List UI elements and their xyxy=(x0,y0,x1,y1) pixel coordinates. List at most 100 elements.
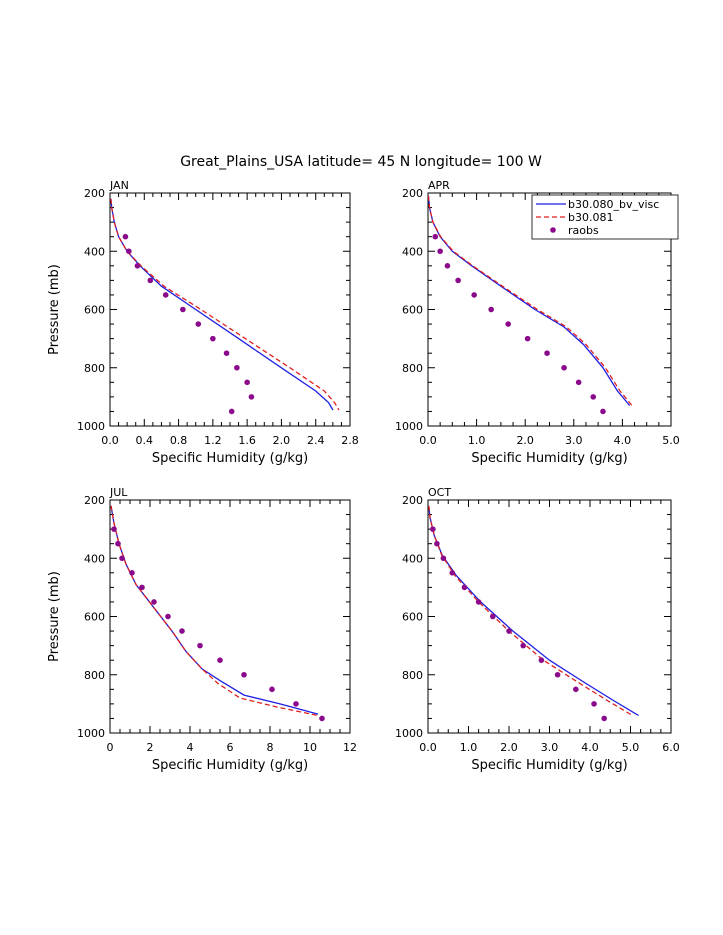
raobs-point xyxy=(111,526,117,532)
series-line-b30-080-bv-visc xyxy=(110,505,319,715)
raobs-point xyxy=(228,408,235,415)
raobs-point xyxy=(520,642,526,649)
raobs-point xyxy=(506,628,512,634)
x-tick-label: 10 xyxy=(303,741,317,754)
raobs-point xyxy=(449,570,456,576)
y-axis-label: Pressure (mb) xyxy=(47,571,62,662)
raobs-point xyxy=(544,350,550,356)
raobs-point xyxy=(471,292,477,298)
y-tick-label: 200 xyxy=(402,187,423,200)
y-tick-label: 1000 xyxy=(77,727,105,740)
series-line-b30-081 xyxy=(428,505,633,717)
y-tick-label: 400 xyxy=(402,552,423,565)
x-tick-label: 6.0 xyxy=(662,741,680,754)
raobs-point xyxy=(119,555,125,562)
x-tick-label: 2.4 xyxy=(307,434,325,447)
x-tick-label: 2.8 xyxy=(341,434,359,447)
raobs-point xyxy=(151,599,157,605)
raobs-point xyxy=(505,321,511,327)
panel-label: JUL xyxy=(109,486,128,499)
x-tick-label: 0.0 xyxy=(419,741,437,754)
raobs-point xyxy=(538,657,545,663)
plot-frame xyxy=(109,192,351,427)
raobs-point xyxy=(434,540,440,547)
y-tick-label: 800 xyxy=(402,669,423,682)
panel-apr: APR 0.0 1.0 2.0 3.0 4.0 5.0 200 400 600 800 1000 Spe… xyxy=(395,179,680,466)
raobs-point xyxy=(475,599,482,605)
y-axis-label: Pressure (mb) xyxy=(47,264,62,355)
raobs-point xyxy=(180,306,186,313)
x-tick-label: 2.0 xyxy=(273,434,291,447)
raobs-point xyxy=(210,335,216,342)
x-axis-label: Specific Humidity (g/kg) xyxy=(152,758,308,773)
plot-frame xyxy=(427,499,672,734)
raobs-point xyxy=(488,306,494,313)
y-tick-label: 600 xyxy=(402,611,423,624)
panel-oct: OCT 0.0 1.0 2.0 3.0 4.0 5.0 6.0 200 400 600 800 1000… xyxy=(395,486,680,773)
raobs-point xyxy=(134,263,141,269)
x-tick-label: 0.0 xyxy=(101,434,119,447)
x-tick-label: 1.6 xyxy=(238,434,256,447)
raobs-point xyxy=(234,364,240,371)
x-tick-label: 1.0 xyxy=(468,434,486,447)
raobs-point xyxy=(269,686,275,693)
x-tick-label: 5.0 xyxy=(622,741,640,754)
y-tick-label: 400 xyxy=(402,245,423,258)
legend-marker-raobs xyxy=(550,227,556,233)
x-tick-label: 6 xyxy=(227,741,234,754)
x-tick-label: 1.0 xyxy=(460,741,478,754)
raobs-point xyxy=(600,408,606,415)
raobs-point xyxy=(524,335,531,342)
y-tick-label: 800 xyxy=(84,362,105,375)
raobs-point xyxy=(244,379,250,386)
x-tick-label: 2.0 xyxy=(500,741,518,754)
x-tick-label: 4 xyxy=(187,741,194,754)
raobs-point xyxy=(440,555,447,562)
x-tick-label: 4.0 xyxy=(614,434,632,447)
legend-label: raobs xyxy=(568,224,599,237)
raobs-point xyxy=(591,701,597,707)
x-tick-label: 1.2 xyxy=(204,434,222,447)
raobs-point xyxy=(165,613,171,620)
raobs-point xyxy=(437,248,443,255)
panel-label: JAN xyxy=(109,179,129,192)
y-tick-label: 600 xyxy=(402,304,423,317)
series-line-b30-081 xyxy=(427,195,633,407)
y-tick-label: 200 xyxy=(402,494,423,507)
x-axis-label: Specific Humidity (g/kg) xyxy=(152,451,308,466)
y-tick-label: 200 xyxy=(84,494,105,507)
raobs-point xyxy=(432,233,439,240)
y-tick-label: 600 xyxy=(84,304,105,317)
raobs-point xyxy=(197,642,203,649)
raobs-point xyxy=(248,394,255,400)
raobs-point xyxy=(590,394,597,400)
x-tick-label: 3.0 xyxy=(541,741,559,754)
raobs-point xyxy=(115,540,121,547)
raobs-point xyxy=(129,570,135,576)
raobs-point xyxy=(126,248,132,255)
raobs-point xyxy=(461,584,468,591)
series-line-b30-081 xyxy=(110,198,340,411)
y-tick-label: 400 xyxy=(84,245,105,258)
raobs-point xyxy=(195,321,202,327)
series-line-b30-080-bv-visc xyxy=(428,505,639,717)
x-tick-label: 0.0 xyxy=(419,434,437,447)
y-tick-label: 200 xyxy=(84,187,105,200)
x-tick-label: 0 xyxy=(107,741,114,754)
x-tick-label: 2.0 xyxy=(516,434,534,447)
raobs-point xyxy=(122,233,129,240)
raobs-point xyxy=(601,715,607,722)
series-line-b30-080-bv-visc xyxy=(110,198,334,411)
raobs-point xyxy=(217,657,223,663)
x-tick-label: 0.8 xyxy=(170,434,188,447)
x-tick-label: 4.0 xyxy=(581,741,599,754)
x-axis-label: Specific Humidity (g/kg) xyxy=(471,451,627,466)
x-tick-label: 8 xyxy=(267,741,274,754)
y-tick-label: 1000 xyxy=(77,420,105,433)
panel-label: APR xyxy=(428,179,450,192)
raobs-point xyxy=(179,628,185,634)
raobs-point xyxy=(490,613,496,620)
x-tick-label: 2 xyxy=(147,741,154,754)
y-tick-label: 1000 xyxy=(395,420,423,433)
raobs-point xyxy=(455,277,461,284)
